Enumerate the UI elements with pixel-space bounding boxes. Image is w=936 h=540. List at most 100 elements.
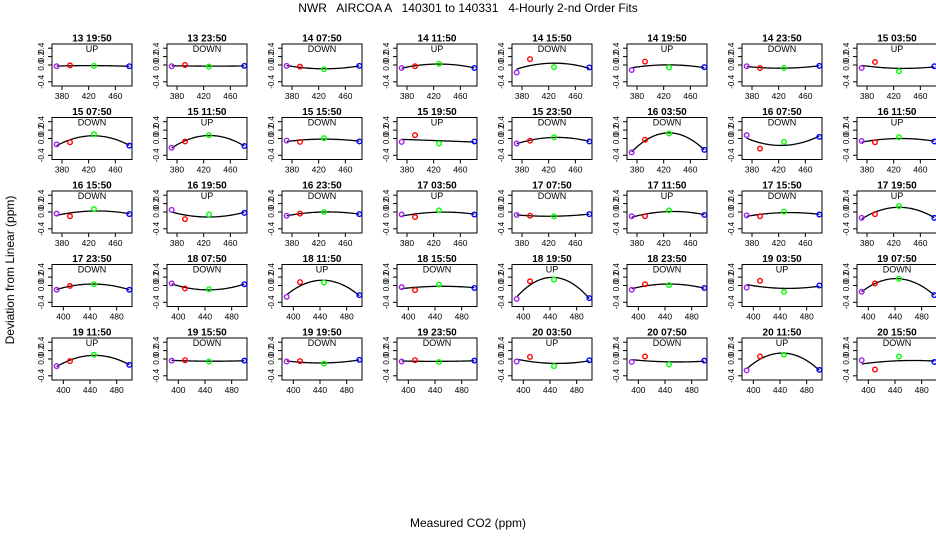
y-tick-label: 0.2 bbox=[842, 124, 851, 136]
data-point bbox=[321, 279, 328, 286]
data-point bbox=[757, 145, 764, 152]
x-tick-label: 460 bbox=[913, 165, 927, 175]
y-tick-label: 0.0 bbox=[37, 132, 46, 144]
x-tick-label: 460 bbox=[223, 165, 237, 175]
x-tick-label: 480 bbox=[685, 385, 699, 395]
y-tick-label: -0.4 bbox=[382, 368, 391, 382]
x-tick-label: 400 bbox=[861, 312, 875, 322]
panel-mode: DOWN bbox=[423, 265, 452, 275]
data-point bbox=[527, 137, 534, 144]
data-point bbox=[781, 64, 788, 71]
x-tick-label: 440 bbox=[428, 385, 442, 395]
data-point bbox=[551, 363, 558, 370]
y-tick-label: 0.2 bbox=[152, 344, 161, 356]
data-point bbox=[781, 351, 788, 358]
data-point bbox=[858, 288, 865, 295]
x-tick-label: 420 bbox=[427, 91, 441, 101]
x-tick-label: 380 bbox=[745, 165, 759, 175]
data-point bbox=[398, 284, 405, 291]
x-tick-label: 380 bbox=[745, 91, 759, 101]
data-point bbox=[642, 136, 649, 143]
x-tick-label: 380 bbox=[745, 238, 759, 248]
fit-curve bbox=[171, 359, 245, 362]
x-tick-label: 480 bbox=[340, 312, 354, 322]
data-point bbox=[757, 353, 764, 360]
y-tick-label: 0.4 bbox=[612, 336, 621, 348]
y-tick-label: 0.2 bbox=[267, 50, 276, 62]
data-point bbox=[701, 285, 708, 292]
data-point bbox=[321, 360, 328, 367]
y-tick-label: 0.2 bbox=[382, 50, 391, 62]
panel-label: 19 15:50 bbox=[187, 328, 227, 339]
data-point bbox=[283, 358, 290, 365]
data-point bbox=[66, 358, 73, 365]
y-tick-label: 0.4 bbox=[152, 336, 161, 348]
data-point bbox=[896, 275, 903, 282]
panel-label: 17 11:50 bbox=[648, 181, 687, 192]
data-point bbox=[586, 138, 593, 145]
data-point bbox=[241, 143, 248, 150]
y-tick-label: 0.4 bbox=[37, 189, 46, 201]
y-tick-label: 0.2 bbox=[727, 344, 736, 356]
panel-mode: DOWN bbox=[308, 44, 337, 54]
y-tick-label: 0.4 bbox=[382, 116, 391, 128]
x-tick-label: 460 bbox=[683, 238, 697, 248]
data-point bbox=[781, 208, 788, 215]
y-tick-label: 0.2 bbox=[612, 50, 621, 62]
y-tick-label: 0.4 bbox=[612, 189, 621, 201]
data-point bbox=[743, 132, 750, 139]
panel-label: 17 03:50 bbox=[417, 181, 457, 192]
y-tick-label: 0.2 bbox=[842, 50, 851, 62]
x-tick-label: 420 bbox=[197, 91, 211, 101]
panel-mode: UP bbox=[891, 191, 904, 201]
y-tick-label: 0.4 bbox=[267, 42, 276, 54]
y-tick-label: 0.0 bbox=[152, 206, 161, 218]
x-tick-label: 380 bbox=[285, 165, 299, 175]
data-point bbox=[168, 206, 175, 213]
panel-mode: DOWN bbox=[883, 338, 912, 348]
x-tick-label: 380 bbox=[860, 238, 874, 248]
y-tick-label: -0.4 bbox=[612, 148, 621, 162]
data-point bbox=[412, 63, 419, 70]
y-tick-label: 0.2 bbox=[37, 197, 46, 209]
data-point bbox=[321, 135, 328, 142]
fit-curve bbox=[516, 358, 590, 365]
panel-mode: DOWN bbox=[423, 338, 452, 348]
y-tick-label: 0.2 bbox=[497, 124, 506, 136]
panel-mode: DOWN bbox=[768, 191, 797, 201]
data-point bbox=[283, 137, 290, 144]
panel-label: 15 19:50 bbox=[417, 107, 457, 118]
x-tick-label: 480 bbox=[455, 312, 469, 322]
y-tick-label: 0.0 bbox=[612, 279, 621, 291]
data-point bbox=[666, 282, 673, 289]
panel-label: 20 03:50 bbox=[532, 328, 572, 339]
data-point bbox=[398, 64, 405, 71]
data-point bbox=[896, 68, 903, 75]
y-tick-label: -0.4 bbox=[37, 221, 46, 235]
y-tick-label: -0.4 bbox=[267, 74, 276, 88]
data-point bbox=[356, 211, 363, 218]
y-tick-label: 0.0 bbox=[37, 353, 46, 365]
data-point bbox=[858, 64, 865, 71]
x-tick-label: 380 bbox=[400, 165, 414, 175]
x-tick-label: 400 bbox=[56, 385, 70, 395]
data-point bbox=[642, 353, 649, 360]
y-tick-label: 0.2 bbox=[382, 271, 391, 283]
data-point bbox=[205, 358, 212, 365]
panel-mode: UP bbox=[661, 44, 674, 54]
data-point bbox=[551, 64, 558, 71]
y-tick-label: 0.4 bbox=[727, 42, 736, 54]
fit-curve bbox=[631, 359, 705, 363]
y-tick-label: 0.2 bbox=[612, 197, 621, 209]
data-point bbox=[297, 63, 304, 70]
panel-mode: DOWN bbox=[883, 265, 912, 275]
y-tick-label: 0.0 bbox=[727, 353, 736, 365]
